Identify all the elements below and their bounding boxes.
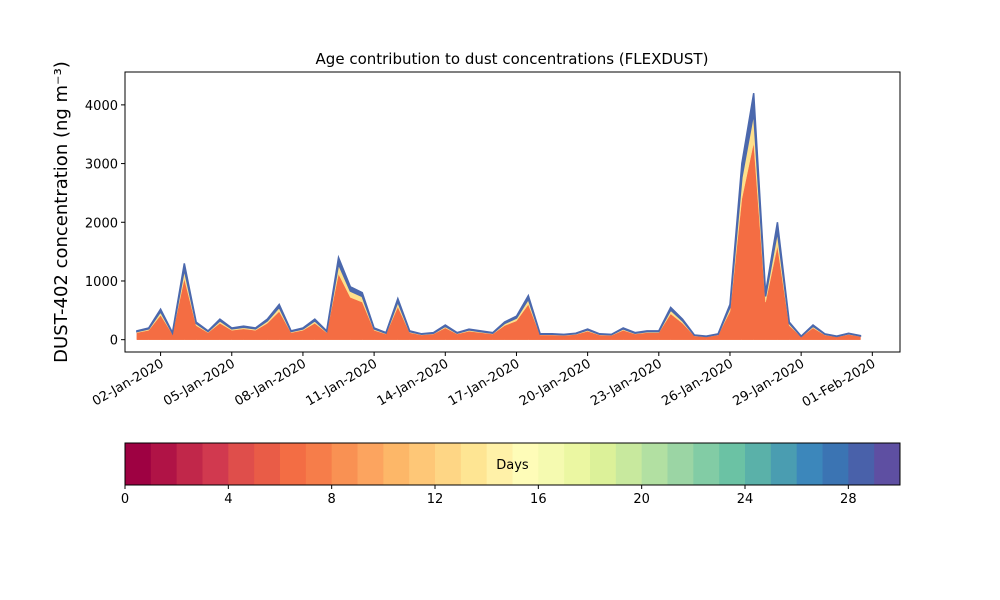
y-tick-label: 4000 <box>85 99 118 114</box>
colorbar-segment <box>409 443 436 485</box>
colorbar-segment <box>435 443 462 485</box>
colorbar-frame <box>124 442 901 486</box>
area-layer <box>136 142 861 340</box>
colorbar-segment <box>176 443 203 485</box>
colorbar-label: Days <box>496 458 529 473</box>
colorbar-tick-label: 8 <box>328 492 336 507</box>
y-tick-label: 3000 <box>85 158 118 173</box>
colorbar-segment <box>590 443 617 485</box>
x-tick-label: 05-Jan-2020 <box>161 356 238 409</box>
x-tick-label: 11-Jan-2020 <box>304 356 381 409</box>
x-tick-label: 08-Jan-2020 <box>232 356 309 409</box>
colorbar-segment <box>460 443 488 485</box>
colorbar-segment <box>383 443 410 485</box>
x-tick-label: 20-Jan-2020 <box>517 356 594 409</box>
x-tick-label: 14-Jan-2020 <box>375 356 452 409</box>
colorbar-tick-label: 16 <box>530 492 547 507</box>
colorbar-segment <box>874 443 901 485</box>
colorbar-segment <box>667 443 694 485</box>
x-tick-label: 29-Jan-2020 <box>731 356 808 409</box>
colorbar-segment <box>615 443 643 485</box>
colorbar-segment <box>770 443 798 485</box>
colorbar-tick-label: 12 <box>427 492 444 507</box>
colorbar-tick-label: 20 <box>633 492 650 507</box>
colorbar-segment <box>357 443 384 485</box>
colorbar-tick-label: 0 <box>121 492 129 507</box>
colorbar-segment <box>822 443 849 485</box>
colorbar-segment <box>796 443 823 485</box>
y-tick-label: 2000 <box>85 216 118 231</box>
colorbar-segment <box>641 443 668 485</box>
colorbar-segment <box>693 443 720 485</box>
x-tick-label: 17-Jan-2020 <box>446 356 523 409</box>
x-tick-label: 23-Jan-2020 <box>588 356 665 409</box>
colorbar-segment <box>486 443 513 485</box>
colorbar-tick-label: 28 <box>840 492 857 507</box>
colorbar-segment <box>125 443 152 485</box>
colorbar-segment <box>305 443 333 485</box>
y-tick-label: 0 <box>110 334 118 349</box>
colorbar-segment <box>331 443 358 485</box>
colorbar-segment <box>848 443 875 485</box>
colorbar-tick-label: 24 <box>737 492 754 507</box>
y-axis-label: DUST-402 concentration (ng m⁻³) <box>51 61 72 363</box>
area-layer <box>136 93 862 338</box>
colorbar-segment <box>254 443 281 485</box>
plot-frame <box>124 71 901 353</box>
colorbar-segment <box>719 443 746 485</box>
x-tick-label: 26-Jan-2020 <box>659 356 736 409</box>
colorbar-segment <box>228 443 255 485</box>
y-tick-label: 1000 <box>85 275 118 290</box>
colorbar-segment <box>150 443 178 485</box>
colorbar-tick-label: 4 <box>224 492 232 507</box>
colorbar-segment <box>512 443 539 485</box>
colorbar-segment <box>280 443 307 485</box>
colorbar-segment <box>745 443 772 485</box>
colorbar-segment <box>564 443 591 485</box>
colorbar-segment <box>202 443 229 485</box>
x-tick-label: 02-Jan-2020 <box>90 356 167 409</box>
chart-title: Age contribution to dust concentrations … <box>316 50 709 68</box>
x-tick-label: 01-Feb-2020 <box>800 356 879 410</box>
colorbar-segment <box>538 443 565 485</box>
